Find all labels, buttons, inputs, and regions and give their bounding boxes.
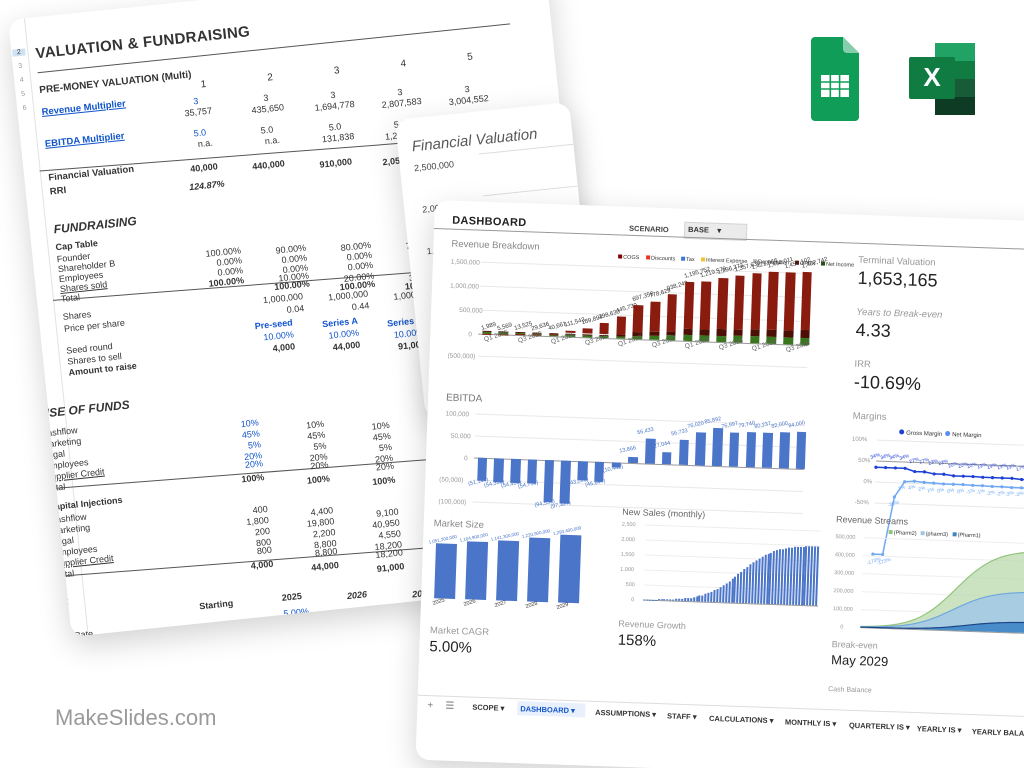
svg-text:X: X [923,62,941,92]
